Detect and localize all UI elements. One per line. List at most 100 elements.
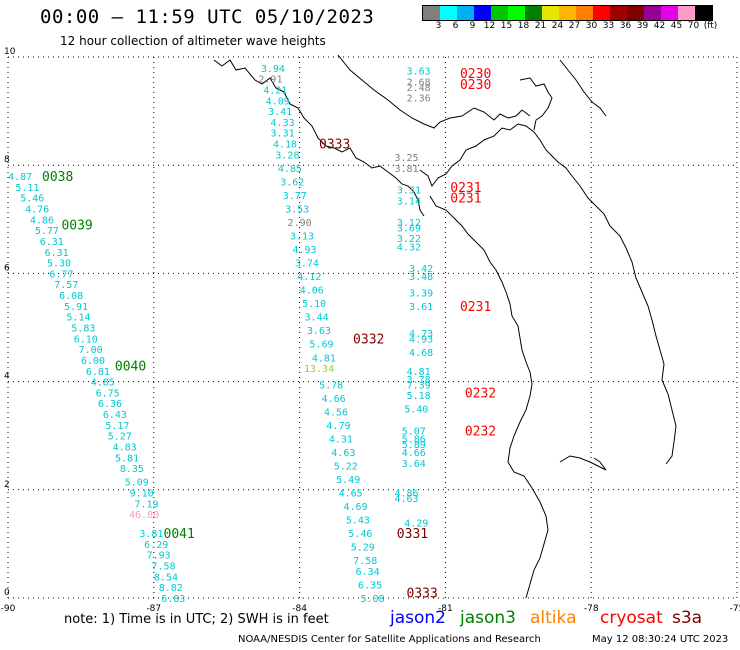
- swh-value: 6.75: [96, 388, 120, 399]
- colorbar-label: 39: [636, 21, 649, 31]
- track-time-label: 0040: [115, 359, 146, 374]
- swh-value: 7.57: [54, 280, 78, 291]
- swh-value: 3.78: [407, 375, 431, 386]
- colorbar-label: 30: [585, 21, 598, 31]
- swh-value: 4.85: [91, 378, 115, 389]
- swh-value: 6.35: [358, 580, 382, 591]
- swh-value: 5.22: [334, 461, 358, 472]
- swh-value: 5.49: [336, 475, 360, 486]
- swh-value: 3.44: [305, 313, 329, 324]
- swh-value: 4.86: [30, 215, 54, 226]
- swh-value: 6.34: [356, 567, 380, 578]
- swh-value: 7.00: [79, 345, 103, 356]
- coastline-segment: [429, 195, 549, 599]
- colorbar-label: 42: [653, 21, 666, 31]
- swh-value: 5.91: [64, 302, 88, 313]
- swh-value: 3.62: [280, 177, 304, 188]
- colorbar-label: 18: [517, 21, 530, 31]
- colorbar-swatch: [542, 6, 559, 20]
- swh-value: 4.31: [329, 434, 353, 445]
- swh-value: 4.66: [322, 394, 346, 405]
- y-tick-label: 4: [4, 372, 10, 382]
- swh-value: 5.69: [309, 340, 333, 351]
- swh-value: 6.31: [40, 237, 64, 248]
- colorbar-label: 27: [568, 21, 581, 31]
- swh-value: 6.08: [59, 291, 83, 302]
- swh-value: 8.82: [159, 583, 183, 594]
- swh-value: 4.66: [402, 448, 426, 459]
- colorbar-swatch: [457, 6, 474, 20]
- swh-value: 3.13: [290, 232, 314, 243]
- legend-s3a: s3a: [672, 608, 703, 628]
- swh-value: 5.30: [47, 259, 71, 270]
- swh-value: 3.48: [409, 272, 433, 283]
- track-time-label: 0041: [164, 527, 195, 542]
- colorbar-swatch: [474, 6, 491, 20]
- swh-value: 4.81: [407, 367, 431, 378]
- swh-value: 4.18: [273, 140, 297, 151]
- swh-value: 5.18: [407, 391, 431, 402]
- colorbar-label: 12: [483, 21, 496, 31]
- swh-value: 2.68: [407, 77, 431, 88]
- swh-value: 3.31: [397, 186, 421, 197]
- colorbar-label: 36: [619, 21, 632, 31]
- x-tick-label: -81: [438, 604, 453, 614]
- swh-value: 4.69: [343, 502, 367, 513]
- track-time-label: 0331: [397, 527, 428, 542]
- swh-value: 3.14: [397, 196, 421, 207]
- coastline-segment: [519, 77, 553, 131]
- x-tick-label: -90: [1, 604, 16, 614]
- coastline-segment: [419, 123, 611, 227]
- lat-lon-grid: [7, 56, 738, 599]
- swh-value: 5.10: [302, 299, 326, 310]
- colorbar-label: 70: [687, 21, 700, 31]
- swh-value: 7.19: [134, 499, 158, 510]
- swh-value: 7.93: [147, 551, 171, 562]
- swh-value: 5.08: [360, 594, 384, 605]
- x-tick-label: -87: [146, 604, 161, 614]
- y-tick-label: 6: [4, 263, 10, 273]
- swh-value: 3.25: [394, 153, 418, 164]
- swh-value: 3.69: [397, 223, 421, 234]
- swh-value: 5.77: [35, 226, 59, 237]
- colorbar-swatch: [491, 6, 508, 20]
- colorbar-swatch: [695, 6, 712, 20]
- track-time-label: 0231: [450, 181, 481, 196]
- swh-value: 5.43: [346, 516, 370, 527]
- swh-value: 4.63: [394, 494, 418, 505]
- swh-value: 4.87: [8, 172, 32, 183]
- swh-value: 46.80: [129, 510, 159, 521]
- legend-altika: altika: [530, 608, 577, 628]
- x-tick-label: -75: [730, 604, 740, 614]
- swh-value: 3.63: [307, 326, 331, 337]
- swh-value: 6.36: [98, 399, 122, 410]
- swh-value: 6.83: [161, 594, 185, 605]
- swh-value: 6.31: [45, 248, 69, 259]
- colorbar-label: 21: [534, 21, 547, 31]
- track-time-label: 0038: [42, 170, 73, 185]
- axis-tick-labels: -90 -87 -84 -81 -78 -75 0 2 4 6 8 10: [1, 47, 740, 614]
- track-time-label: 0230: [460, 67, 491, 82]
- swh-value: 3.42: [409, 264, 433, 275]
- note-text: note: 1) Time is in UTC; 2) SWH is in fe…: [64, 612, 329, 627]
- swh-value: 3.81: [394, 164, 418, 175]
- swh-value: 4.63: [331, 448, 355, 459]
- swh-value: 3.74: [295, 259, 319, 270]
- swh-value: 5.46: [20, 194, 44, 205]
- colorbar: [422, 5, 713, 21]
- track-time-label: 0231: [450, 192, 481, 207]
- swh-value: 8.35: [120, 464, 144, 475]
- swh-value: 5.46: [348, 529, 372, 540]
- page-subtitle: 12 hour collection of altimeter wave hei…: [60, 34, 326, 48]
- swh-value: 4.73: [409, 329, 433, 340]
- swh-value: 4.93: [292, 245, 316, 256]
- footer-credit: NOAA/NESDIS Center for Satellite Applica…: [238, 634, 541, 645]
- swh-value: 4.93: [409, 334, 433, 345]
- coastline-segment: [213, 59, 425, 217]
- colorbar-swatch: [644, 6, 661, 20]
- swh-value: 4.83: [113, 443, 137, 454]
- colorbar-label: 3: [435, 21, 442, 31]
- x-tick-label: -78: [584, 604, 599, 614]
- swh-value: 4.12: [297, 272, 321, 283]
- swh-value: 3.41: [268, 107, 292, 118]
